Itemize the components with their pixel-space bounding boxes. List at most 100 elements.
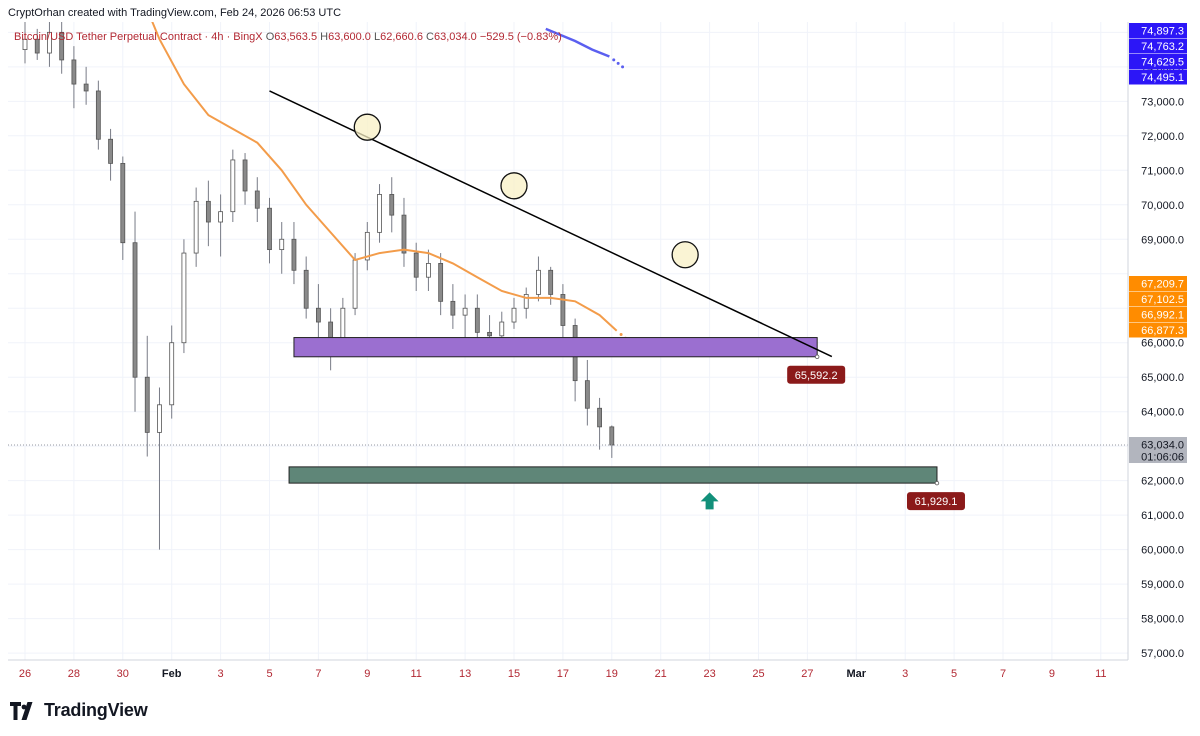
price-axis-label: 73,000.0 — [1141, 96, 1184, 108]
ema-blue-price-tag: 74,495.1 — [1141, 72, 1184, 84]
time-axis-label: 26 — [19, 668, 31, 680]
open-value: 63,563.5 — [274, 31, 318, 43]
candle-up — [523, 294, 529, 309]
resistance-zone-handle — [814, 354, 820, 359]
price-axis-label: 57,000.0 — [1141, 648, 1184, 660]
resistance-price-label-bg — [787, 365, 846, 384]
candle-down — [83, 83, 89, 92]
ohlc-values: O63,563.5 H63,600.0 L62,660.6 C63,034.0 … — [266, 31, 562, 43]
ema-blue-price-tag: 74,897.3 — [1141, 26, 1184, 38]
candle-down — [303, 269, 309, 309]
ema-price-tag-bg — [1129, 322, 1187, 338]
candle-down — [95, 90, 101, 140]
low-value: 62,660.6 — [380, 31, 423, 43]
low-label: L — [374, 31, 381, 43]
ema-price-tag-bg — [1129, 307, 1187, 322]
candle-down — [560, 294, 566, 326]
candle-down — [584, 380, 590, 409]
high-label: H — [320, 31, 329, 43]
brand-name: TradingView — [44, 700, 148, 720]
time-axis-label: 27 — [801, 668, 813, 680]
candle-down — [144, 376, 150, 433]
countdown-tag: 01:06:06 — [1141, 452, 1184, 464]
ema-line — [151, 22, 618, 332]
candle-up — [47, 31, 52, 54]
time-axis-label: 23 — [703, 668, 715, 680]
price-axis-label: 71,000.0 — [1141, 165, 1184, 177]
price-axis-label: 58,000.0 — [1141, 614, 1184, 626]
candle-down — [413, 252, 419, 278]
high-value: 63,600.0 — [328, 31, 371, 43]
time-axis-label: 25 — [752, 668, 764, 680]
close-label: C — [426, 31, 434, 43]
time-axis-label: 9 — [1049, 668, 1055, 680]
candle-down — [205, 200, 211, 223]
candle-up — [157, 404, 162, 433]
candle-up — [536, 269, 541, 295]
time-axis-label: 3 — [218, 668, 224, 680]
candle-down — [438, 263, 444, 302]
tradingview-brand[interactable]: TradingView — [10, 700, 148, 721]
ema-blue-projection-dot — [612, 58, 616, 62]
candle-up — [218, 211, 224, 223]
change-value: −529.5 (−0.83%) — [479, 31, 562, 43]
time-axis-label: 21 — [655, 668, 667, 680]
ema-blue-projection-dot — [616, 61, 620, 65]
price-axis-label: 70,000.0 — [1141, 200, 1184, 212]
time-axis-label: 13 — [459, 668, 471, 680]
candle-down — [597, 407, 602, 428]
touch-point-marker — [671, 241, 699, 269]
current-price-tag: 63,034.0 — [1141, 440, 1184, 452]
candle-down — [108, 138, 113, 164]
drawings[interactable]: 65,592.2 61,929.1 — [8, 22, 1128, 511]
support-price-label-bg — [906, 492, 965, 511]
time-axis-label: 11 — [1095, 668, 1106, 680]
ema-blue-price-tag: 74,763.2 — [1141, 41, 1184, 53]
price-axis-label: 64,000.0 — [1141, 407, 1184, 419]
axes: 74,000.073,000.072,000.071,000.070,000.0… — [8, 22, 1187, 680]
candle-down — [401, 214, 407, 254]
price-axis-label: 65,000.0 — [1141, 372, 1184, 384]
candle-up — [181, 252, 187, 344]
candle-up — [22, 38, 28, 50]
chart-credit: CryptOrhan created with TradingView.com,… — [8, 7, 342, 19]
candle-up — [377, 194, 382, 233]
symbol-name[interactable]: Bitcoin/USD Tether Perpetual Contract · … — [14, 31, 263, 43]
current-price-tag-bg — [1129, 437, 1187, 464]
time-axis-label: 9 — [364, 668, 370, 680]
price-axis-label: 66,000.0 — [1141, 338, 1184, 350]
ema-price-tag: 67,209.7 — [1141, 279, 1184, 291]
candle-up — [426, 263, 431, 278]
price-axis-label: 61,000.0 — [1141, 510, 1184, 522]
price-axis-label: 69,000.0 — [1141, 234, 1184, 246]
time-axis-label: 3 — [902, 668, 908, 680]
ema-blue-line — [545, 27, 610, 58]
ema-blue-price-tag-bg — [1129, 38, 1187, 54]
price-chart[interactable]: 65,592.261,929.1 74,000.073,000.072,000.… — [0, 22, 1200, 688]
close-value: 63,034.0 — [433, 31, 477, 43]
candle-down — [389, 194, 395, 216]
time-axis-label: 11 — [410, 668, 421, 680]
candle-up — [499, 321, 505, 337]
ema-price-tag: 66,877.3 — [1141, 325, 1184, 337]
time-axis-label: Feb — [162, 668, 182, 680]
ema-price-tag: 66,992.1 — [1141, 310, 1184, 322]
ema-price-tag: 67,102.5 — [1141, 294, 1184, 306]
touch-point-marker — [353, 113, 381, 141]
candle-down — [34, 38, 40, 54]
time-axis-label: 19 — [606, 668, 618, 680]
ema-projection-dot — [619, 332, 623, 336]
ema-price-tag-bg — [1129, 276, 1187, 291]
time-axis-label: 28 — [68, 668, 80, 680]
time-axis-label: 7 — [1000, 668, 1006, 680]
candle-up — [193, 200, 199, 254]
support-price-label: 61,929.1 — [915, 496, 958, 508]
candle-down — [474, 307, 480, 333]
chart-area[interactable]: 65,592.261,929.1 74,000.073,000.072,000.… — [0, 22, 1200, 688]
candle-down — [254, 190, 260, 209]
time-axis-label: 5 — [266, 668, 272, 680]
candle-down — [487, 331, 492, 337]
price-axis-label: 60,000.0 — [1141, 545, 1184, 557]
candle-down — [267, 207, 272, 251]
symbol-legend[interactable]: Bitcoin/USD Tether Perpetual Contract · … — [14, 31, 562, 43]
